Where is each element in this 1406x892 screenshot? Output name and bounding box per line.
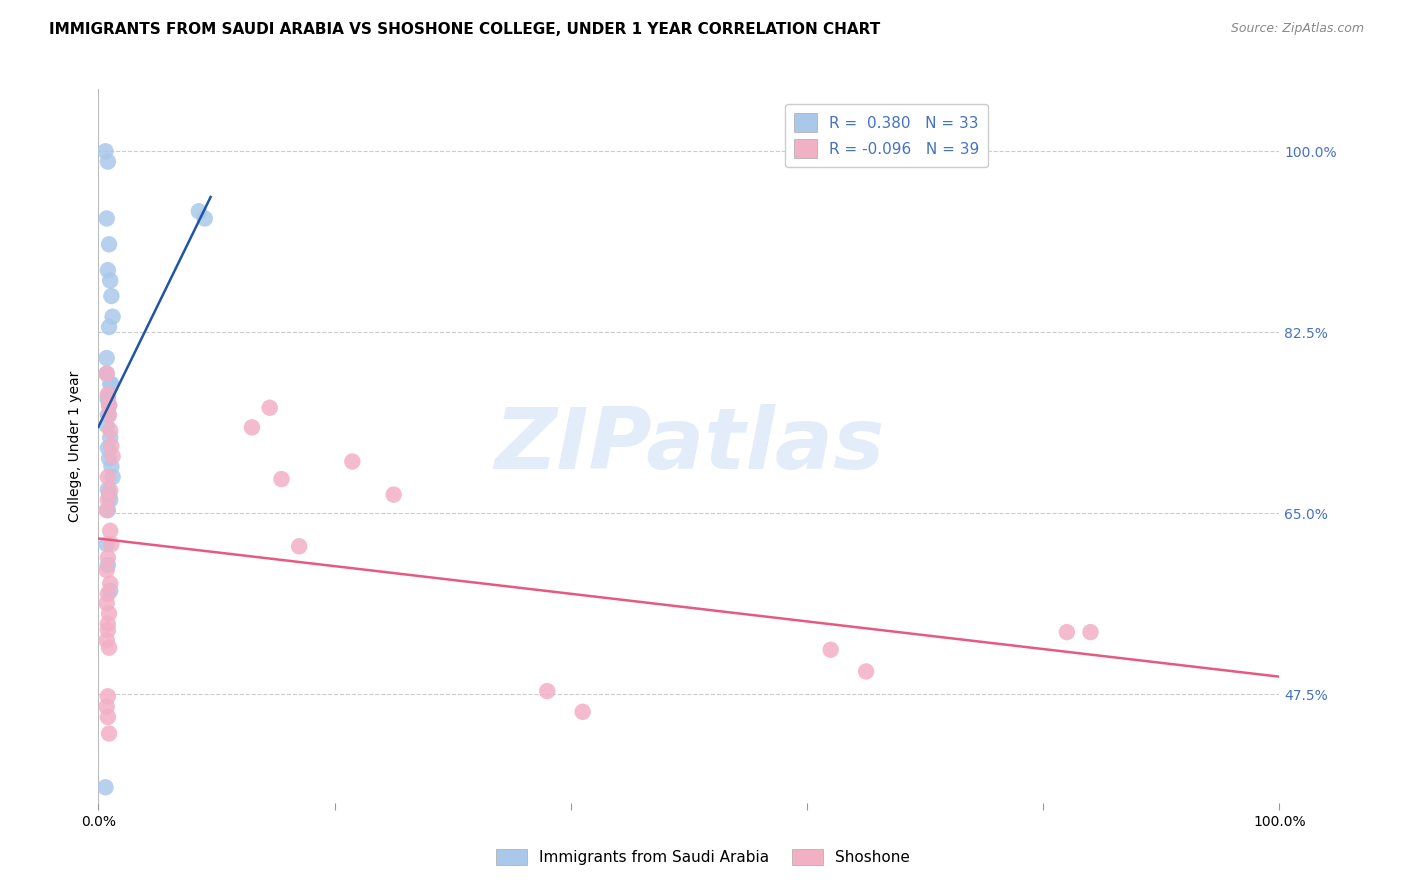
Point (97, 492, 120, 507)
Point (855, 665, 877, 679)
Point (98, 237, 121, 252)
Legend: Immigrants from Saudi Arabia, Shoshone: Immigrants from Saudi Arabia, Shoshone (491, 843, 915, 871)
Point (101, 310, 124, 324)
Legend: R =  0.380   N = 33, R = -0.096   N = 39: R = 0.380 N = 33, R = -0.096 N = 39 (785, 104, 988, 167)
Point (100, 537, 122, 551)
Point (97, 408, 120, 422)
Point (97, 263, 120, 277)
Point (98, 607, 121, 621)
Y-axis label: College, Under 1 year: College, Under 1 year (69, 370, 83, 522)
Point (98, 273, 121, 287)
Point (100, 439, 122, 453)
Point (536, 684, 558, 698)
Text: ZIPatlas: ZIPatlas (494, 404, 884, 488)
Point (97, 623, 120, 637)
Text: Source: ZipAtlas.com: Source: ZipAtlas.com (1230, 22, 1364, 36)
Point (98, 399, 121, 413)
Point (240, 420, 263, 434)
Point (259, 401, 281, 415)
Point (96, 367, 118, 381)
Point (97, 154, 120, 169)
Point (97, 387, 120, 401)
Point (98, 431, 121, 445)
Point (100, 376, 122, 391)
Point (96, 503, 118, 517)
Point (96, 699, 118, 714)
Point (187, 204, 209, 219)
Point (94, 145, 117, 159)
Point (98, 492, 121, 507)
Point (342, 454, 364, 468)
Point (194, 211, 217, 226)
Point (96, 596, 118, 610)
Point (96, 537, 118, 551)
Point (270, 472, 292, 486)
Point (571, 705, 593, 719)
Text: IMMIGRANTS FROM SAUDI ARABIA VS SHOSHONE COLLEGE, UNDER 1 YEAR CORRELATION CHART: IMMIGRANTS FROM SAUDI ARABIA VS SHOSHONE… (49, 22, 880, 37)
Point (98, 320, 121, 334)
Point (97, 392, 120, 407)
Point (97, 690, 120, 704)
Point (288, 539, 311, 553)
Point (96, 351, 118, 365)
Point (96, 418, 118, 433)
Point (101, 470, 124, 484)
Point (98, 726, 121, 740)
Point (97, 550, 120, 565)
Point (98, 424, 121, 438)
Point (97, 483, 120, 497)
Point (382, 487, 405, 501)
Point (96, 563, 118, 577)
Point (97, 587, 120, 601)
Point (96, 211, 118, 226)
Point (100, 289, 122, 303)
Point (97, 616, 120, 631)
Point (97, 441, 120, 455)
Point (98, 408, 121, 422)
Point (98, 524, 121, 538)
Point (96, 367, 118, 381)
Point (1080, 625, 1102, 640)
Point (97, 710, 120, 724)
Point (98, 576, 121, 591)
Point (98, 483, 121, 498)
Point (97, 503, 120, 517)
Point (94, 780, 117, 795)
Point (101, 450, 124, 464)
Point (98, 487, 121, 501)
Point (97, 389, 120, 403)
Point (1056, 625, 1078, 640)
Point (820, 642, 842, 657)
Point (98, 640, 121, 655)
Point (98, 376, 121, 391)
Point (98, 451, 121, 466)
Point (98, 583, 121, 598)
Point (97, 470, 120, 484)
Point (98, 398, 121, 412)
Point (100, 459, 122, 474)
Point (97, 558, 120, 572)
Point (96, 633, 118, 648)
